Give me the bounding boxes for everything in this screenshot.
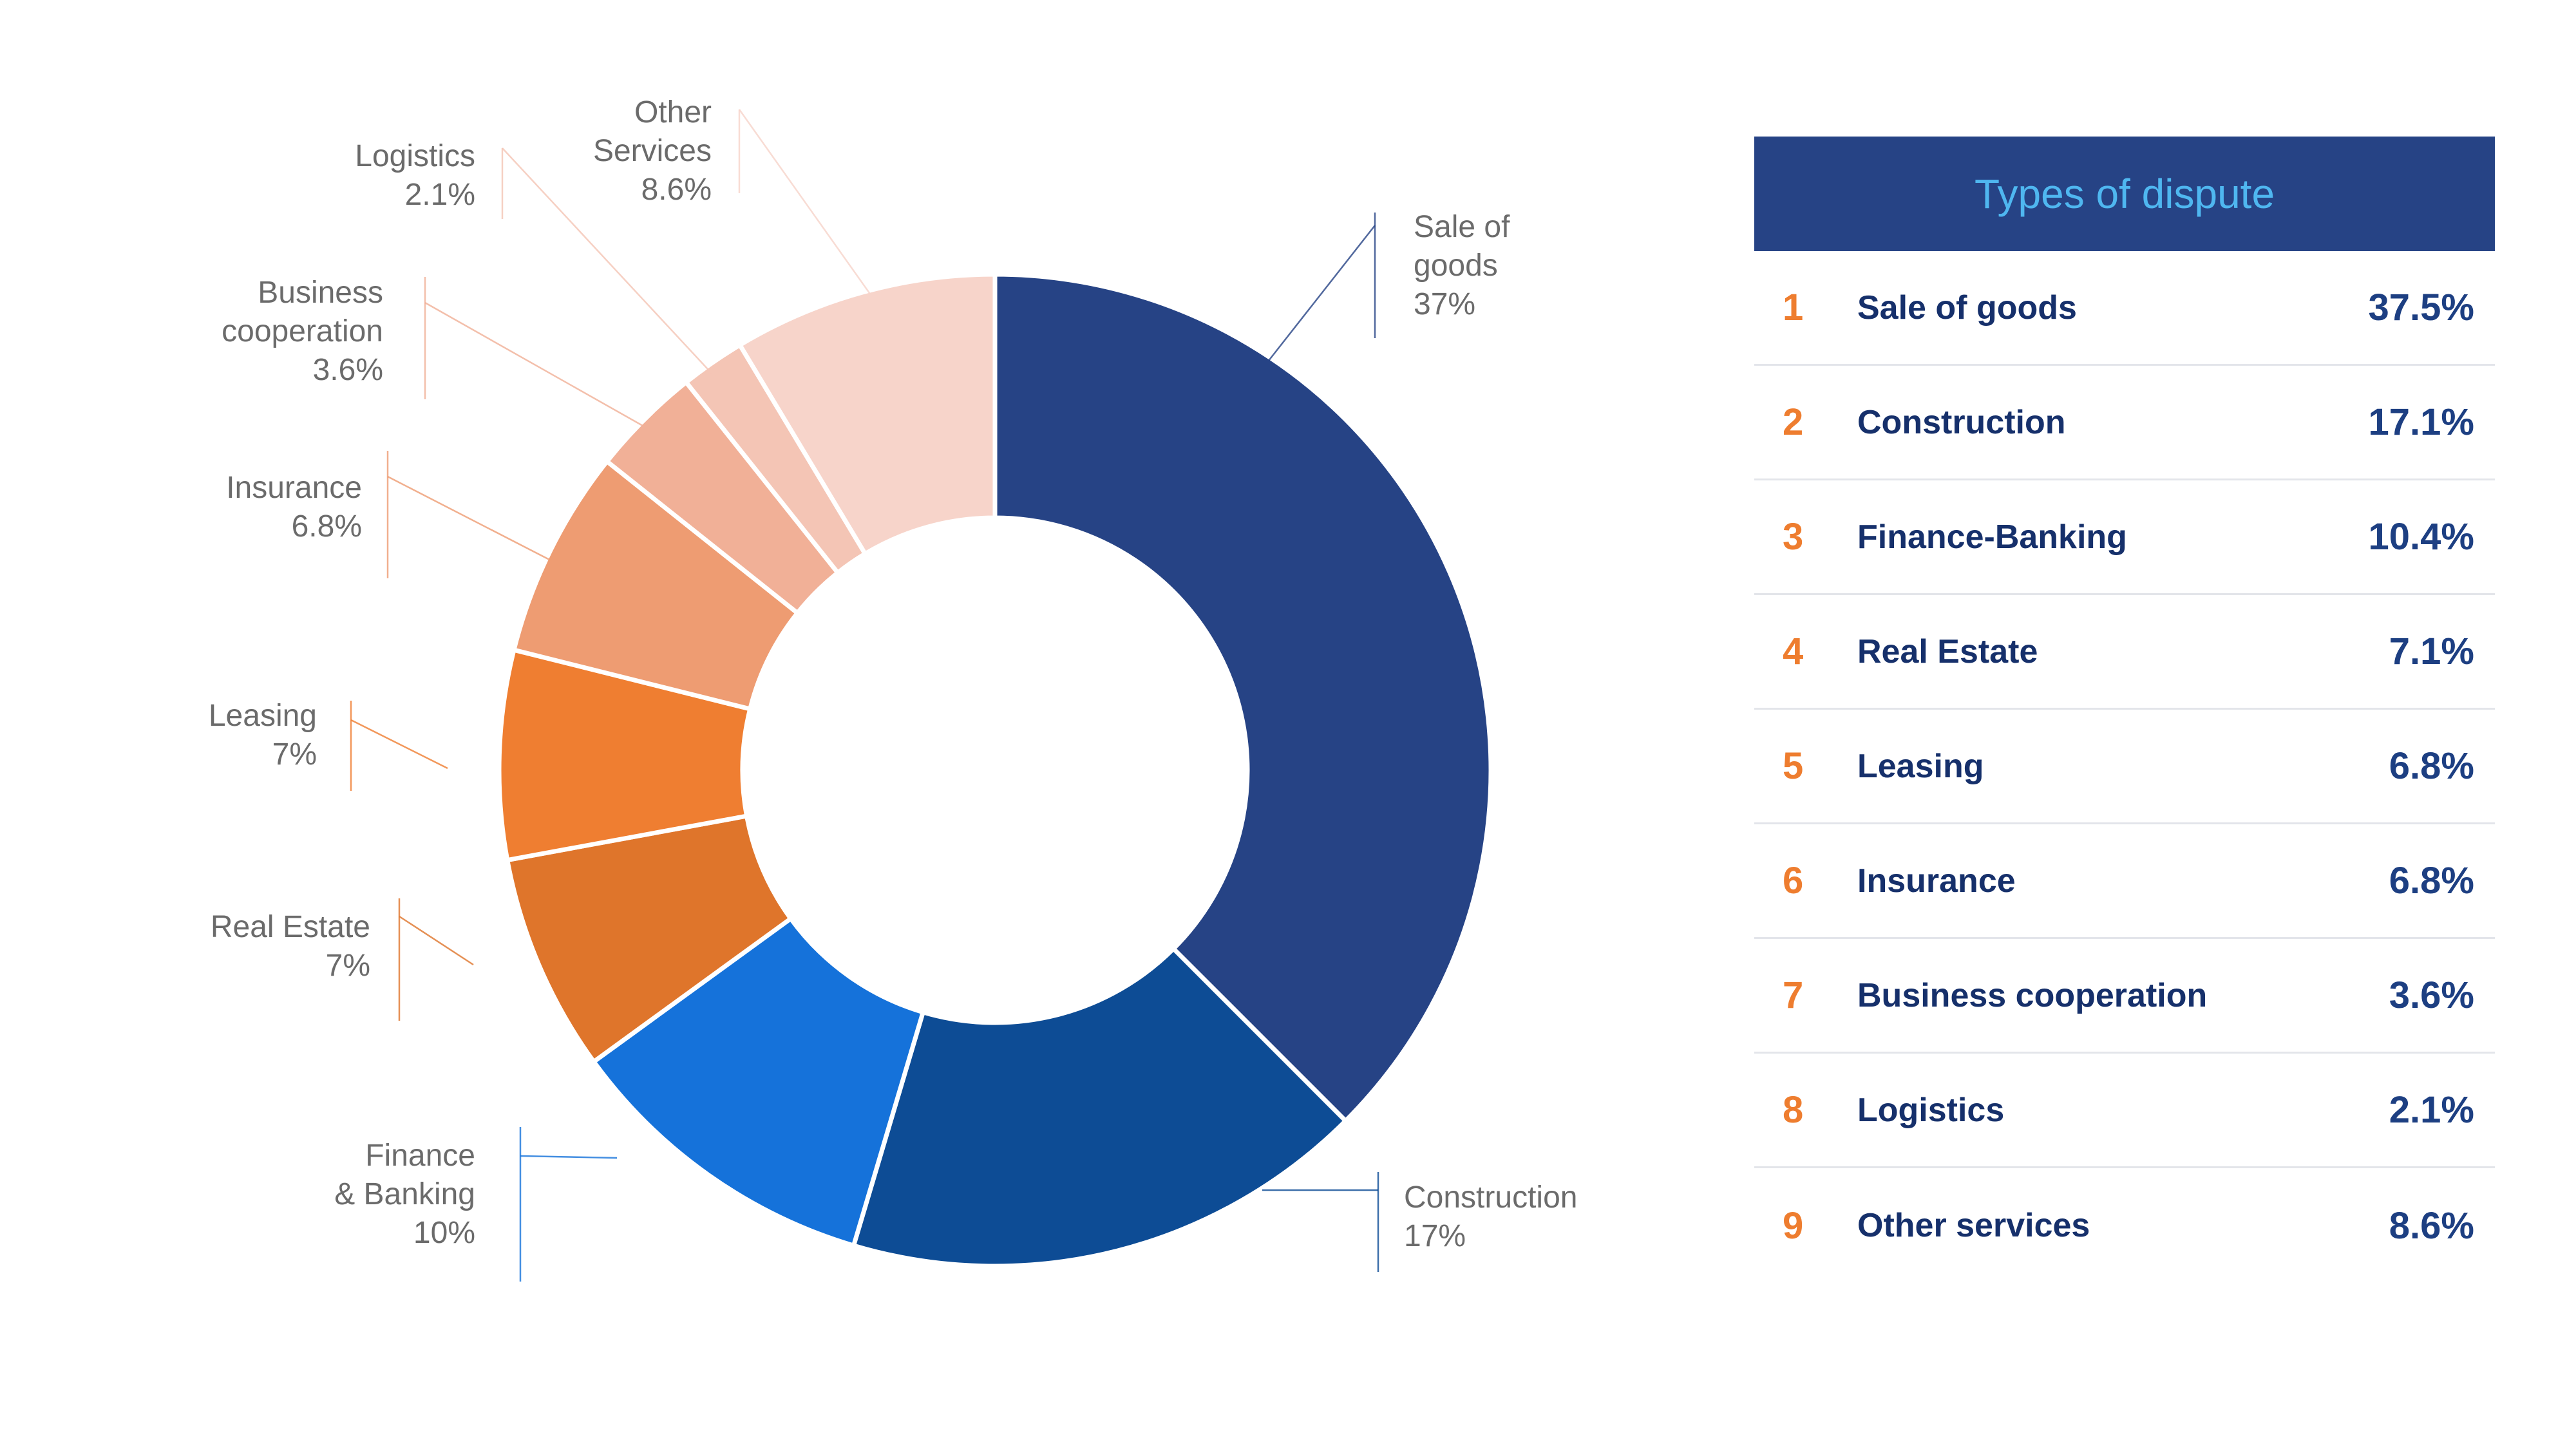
row-name: Other services [1857, 1207, 2090, 1244]
donut-slice-3 [591, 915, 926, 1249]
slice-name-label-7: Business [258, 276, 383, 310]
slice-pct-label-7: 3.6% [313, 353, 383, 387]
slice-pct-label-3: 10% [413, 1216, 475, 1250]
table-row: 6 Insurance 6.8% [1754, 824, 2495, 939]
dispute-table: 1 Sale of goods 37.5% 2 Construction 17.1% 3 Fi… [1754, 251, 2495, 1283]
panel-title: Types of dispute [1974, 171, 2275, 217]
row-name: Insurance [1857, 862, 2016, 900]
row-name: Leasing [1857, 747, 1984, 785]
panel-header: Types of dispute [1754, 137, 2495, 251]
slice-pct-label-9: 8.6% [641, 173, 712, 207]
callout-leader-8 [502, 147, 715, 377]
row-value: 6.8% [2389, 745, 2474, 787]
row-rank: 5 [1783, 745, 1804, 787]
slice-name-label-2: Construction [1404, 1180, 1577, 1215]
table-row: 1 Sale of goods 37.5% [1754, 251, 2495, 366]
slice-pct-label-6: 6.8% [292, 509, 362, 544]
row-name: Business cooperation [1857, 976, 2208, 1014]
row-name: Construction [1857, 403, 2066, 441]
table-row: 8 Logistics 2.1% [1754, 1054, 2495, 1168]
row-value: 2.1% [2389, 1089, 2474, 1131]
row-value: 8.6% [2389, 1204, 2474, 1247]
row-rank: 6 [1783, 860, 1804, 902]
row-value: 6.8% [2389, 860, 2474, 902]
slice-name-label-5: Leasing [209, 699, 317, 733]
row-name: Logistics [1857, 1091, 2005, 1129]
row-rank: 8 [1783, 1089, 1804, 1131]
slice-name-label-9: Other [634, 95, 712, 129]
table-row: 4 Real Estate 7.1% [1754, 595, 2495, 710]
row-rank: 3 [1783, 516, 1804, 558]
row-value: 37.5% [2368, 287, 2474, 328]
callout-leader-9 [738, 109, 874, 298]
slice-name-label-1: Sale of [1414, 210, 1510, 244]
row-name: Finance-Banking [1857, 518, 2127, 556]
slice-pct-label-5: 7% [272, 737, 317, 772]
row-rank: 1 [1783, 287, 1804, 328]
row-value: 7.1% [2389, 630, 2474, 672]
slice-pct-label-8: 2.1% [405, 178, 475, 212]
row-rank: 7 [1783, 974, 1804, 1016]
slice-pct-label-1: 37% [1414, 287, 1475, 321]
row-value: 10.4% [2368, 516, 2474, 558]
slice-name-label-1: goods [1414, 249, 1498, 283]
slice-name-label-8: Logistics [355, 139, 475, 173]
row-rank: 2 [1783, 401, 1804, 443]
row-value: 3.6% [2389, 974, 2474, 1016]
row-rank: 9 [1783, 1204, 1804, 1247]
row-value: 17.1% [2368, 401, 2474, 443]
donut-slices [497, 272, 1493, 1269]
callout-leader-4 [399, 915, 474, 966]
callout-labels: Sale of goods 37% Construction 17% Finance & B… [209, 95, 1577, 1282]
callout-leader-7 [424, 301, 648, 430]
callout-leader-5 [350, 719, 448, 770]
donut-slice-9 [737, 272, 998, 557]
slice-name-label-3: Finance [365, 1139, 475, 1173]
slice-name-label-4: Real Estate [211, 910, 370, 944]
callout-leader-6 [387, 475, 551, 562]
table-row: 5 Leasing 6.8% [1754, 710, 2495, 824]
table-row: 7 Business cooperation 3.6% [1754, 939, 2495, 1054]
donut-slice-2 [851, 945, 1349, 1269]
slice-name-label-3: & Banking [334, 1177, 475, 1211]
table-row: 9 Other services 8.6% [1754, 1168, 2495, 1283]
row-name: Sale of goods [1857, 289, 2077, 327]
dispute-types-panel: Types of dispute 1 Sale of goods 37.5% 2 Con… [1754, 137, 2495, 1283]
table-row: 3 Finance-Banking 10.4% [1754, 480, 2495, 595]
slice-pct-label-2: 17% [1404, 1219, 1466, 1253]
slice-name-label-7: cooperation [222, 314, 383, 348]
slice-name-label-6: Insurance [226, 471, 362, 505]
callout-leader-1 [1268, 225, 1376, 361]
donut-slice-1 [992, 272, 1493, 1124]
row-rank: 4 [1783, 630, 1804, 672]
slice-pct-label-4: 7% [326, 949, 370, 983]
table-row: 2 Construction 17.1% [1754, 366, 2495, 480]
callout-leader-3 [520, 1155, 618, 1159]
slice-name-label-9: Services [593, 134, 712, 168]
row-name: Real Estate [1857, 632, 2038, 670]
